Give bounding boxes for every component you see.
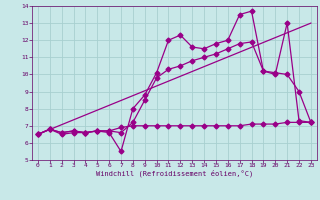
X-axis label: Windchill (Refroidissement éolien,°C): Windchill (Refroidissement éolien,°C) [96, 170, 253, 177]
